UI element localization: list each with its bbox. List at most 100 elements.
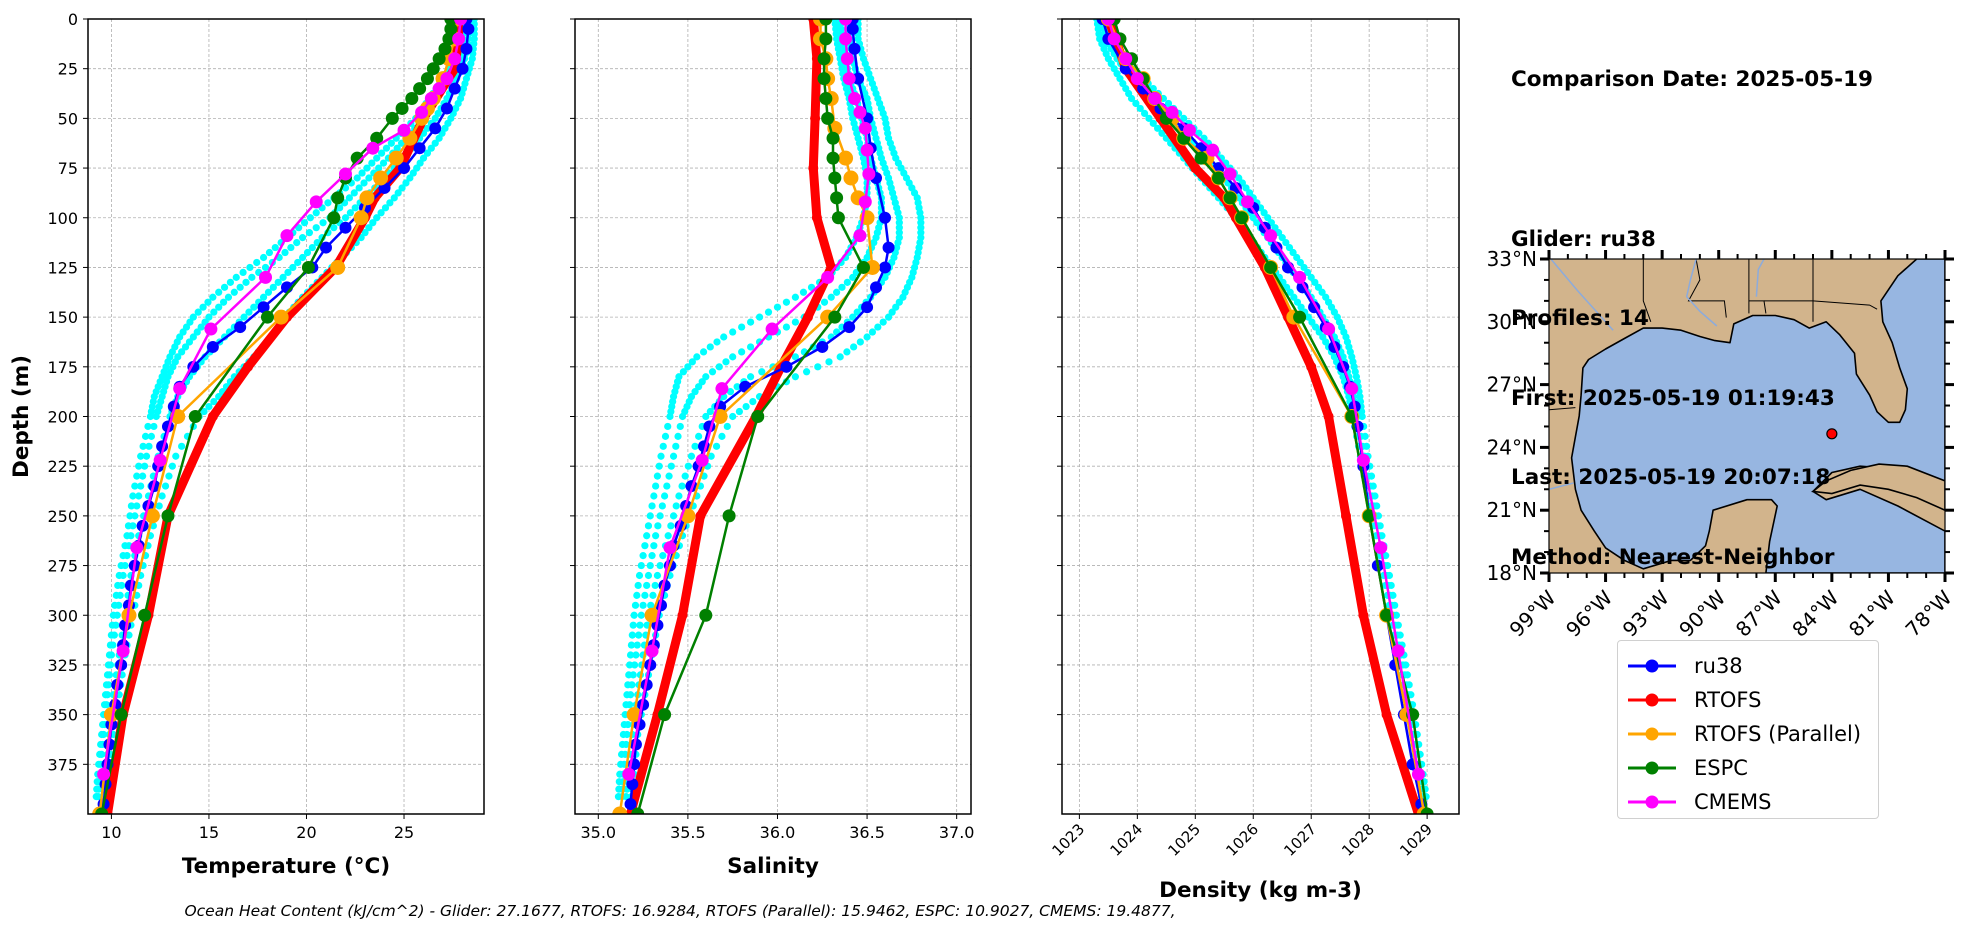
- glider-scatter-point: [121, 542, 129, 550]
- glider-scatter-point: [1358, 412, 1366, 421]
- glider-scatter-point: [1127, 94, 1136, 103]
- glider-scatter-point: [144, 422, 152, 431]
- glider-scatter-point: [204, 298, 212, 306]
- series-point-espc: [1264, 260, 1278, 274]
- glider-scatter-point: [678, 412, 687, 421]
- y-tick-label: 350: [47, 706, 78, 725]
- glider-scatter-point: [319, 219, 327, 227]
- glider-scatter-point: [375, 164, 383, 172]
- series-point-espc: [817, 72, 831, 86]
- x-tick-label: 36.0: [760, 823, 796, 842]
- comparison-date: Comparison Date: 2025-05-19: [1511, 67, 1874, 92]
- glider-scatter-point: [764, 308, 773, 316]
- glider-scatter-point: [1314, 283, 1323, 291]
- series-point-cmems: [1130, 72, 1144, 86]
- glider-scatter-point: [355, 184, 363, 192]
- glider-scatter-point: [636, 621, 644, 629]
- glider-scatter-point: [140, 462, 149, 470]
- river: [1549, 482, 1574, 491]
- glider-scatter-point: [261, 263, 270, 272]
- glider-scatter-point: [158, 492, 166, 500]
- glider-scatter-point: [652, 482, 660, 490]
- glider-scatter-point: [294, 258, 302, 267]
- glider-scatter-point: [298, 253, 307, 262]
- glider-scatter-point: [264, 288, 273, 296]
- series-point-espc: [631, 807, 645, 814]
- legend-label: ESPC: [1694, 756, 1748, 780]
- series-point-espc: [1293, 310, 1307, 324]
- glider-scatter-point: [620, 720, 628, 729]
- y-tick-label: 325: [47, 656, 78, 675]
- glider-scatter-point: [1235, 174, 1243, 182]
- series-point-cmems: [695, 453, 709, 467]
- x-tick-label: 1026: [1222, 820, 1262, 860]
- series-point-espc: [188, 410, 202, 423]
- glider-scatter-point: [693, 353, 701, 361]
- glider-scatter-point: [242, 278, 250, 286]
- glider-scatter-point: [1392, 611, 1401, 619]
- series-point-espc: [817, 52, 831, 66]
- series-point-cmems: [259, 270, 273, 284]
- glider-scatter-point: [123, 532, 131, 540]
- glider-scatter-point: [111, 601, 119, 609]
- glider-scatter-point: [406, 174, 414, 182]
- glider-scatter-point: [393, 144, 401, 152]
- glider-scatter-point: [629, 621, 637, 629]
- glider-scatter-point: [363, 164, 371, 172]
- legend-marker-icon: [1628, 727, 1676, 741]
- glider-scatter-point: [124, 522, 133, 530]
- glider-scatter-point: [155, 502, 163, 510]
- glider-scatter-point: [672, 502, 680, 510]
- glider-scatter-point: [1405, 681, 1413, 689]
- legend-item-rtofs: RTOFS: [1626, 683, 1761, 717]
- glider-scatter-point: [838, 283, 846, 291]
- series-point-cmems: [858, 121, 872, 135]
- glider-scatter-point: [1361, 432, 1369, 440]
- glider-scatter-point: [706, 343, 714, 351]
- series-point-cmems: [715, 382, 729, 396]
- glider-scatter-point: [117, 561, 125, 570]
- glider-scatter-point: [699, 348, 708, 356]
- legend-item-espc: ESPC: [1626, 751, 1748, 785]
- series-point-cmems: [1411, 767, 1425, 781]
- map-y-tick-label: 21°N: [1487, 498, 1537, 522]
- series-point-cmems: [1206, 143, 1220, 157]
- glider-scatter-point: [305, 229, 314, 237]
- glider-scatter-point: [1293, 298, 1302, 306]
- glider-scatter-point: [1369, 482, 1377, 490]
- series-point-cmems: [622, 767, 636, 781]
- glider-scatter-point: [1195, 129, 1203, 137]
- series-point-rtofs: [695, 510, 706, 521]
- glider-scatter-point: [139, 472, 147, 480]
- glider-scatter-point: [381, 204, 390, 212]
- glider-scatter-point: [330, 224, 338, 232]
- glider-scatter-point: [718, 432, 726, 440]
- glider-scatter-point: [708, 368, 717, 376]
- glider-scatter-point: [726, 388, 735, 396]
- glider-scatter-point: [351, 204, 359, 212]
- glider-scatter-point: [618, 740, 627, 749]
- glider-scatter-point: [1376, 522, 1384, 530]
- y-tick-label: 150: [47, 308, 78, 327]
- glider-scatter-point: [723, 422, 731, 431]
- glider-scatter-point: [152, 412, 160, 421]
- glider-scatter-point: [145, 442, 153, 450]
- glider-scatter-point: [253, 258, 261, 267]
- series-point-rtofs: [1323, 411, 1334, 422]
- glider-scatter-point: [312, 224, 320, 232]
- y-tick-label: 125: [47, 258, 78, 277]
- glider-scatter-point: [791, 293, 799, 301]
- series-point-cmems: [454, 19, 468, 26]
- map-area: [1549, 259, 1945, 573]
- glider-scatter-point: [127, 502, 136, 510]
- series-point-espc: [1235, 211, 1249, 225]
- series-point-rtofs-parallel-: [103, 707, 119, 723]
- glider-scatter-point: [390, 194, 398, 202]
- glider-scatter-point: [615, 778, 623, 786]
- series-point-rtofs-parallel-: [388, 150, 404, 166]
- glider-scatter-point: [259, 253, 268, 262]
- series-point-rtofs-parallel-: [626, 707, 642, 723]
- glider-scatter-point: [624, 681, 632, 689]
- glider-scatter-point: [827, 293, 835, 301]
- glider-scatter-point: [236, 283, 244, 291]
